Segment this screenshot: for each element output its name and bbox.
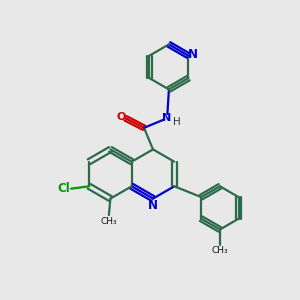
Text: O: O	[117, 112, 126, 122]
Text: N: N	[188, 48, 198, 61]
Text: CH₃: CH₃	[100, 217, 117, 226]
Text: H: H	[173, 117, 181, 127]
Text: N: N	[148, 199, 158, 212]
Text: CH₃: CH₃	[212, 246, 228, 255]
Text: Cl: Cl	[58, 182, 70, 195]
Text: N: N	[162, 112, 171, 123]
